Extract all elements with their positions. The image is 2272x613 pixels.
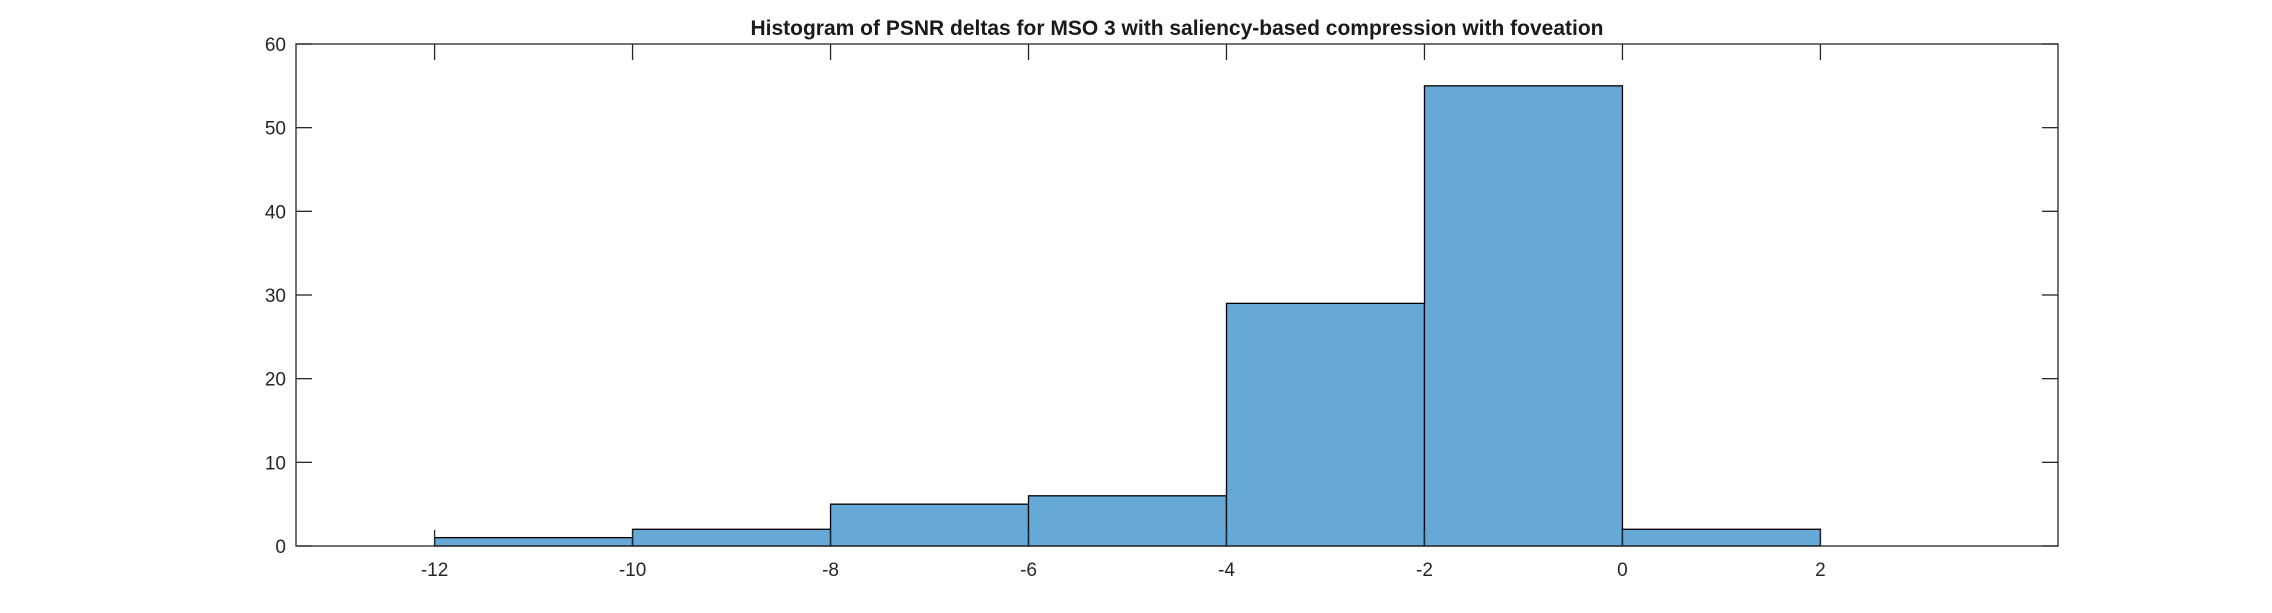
x-tick-label: -2 (1416, 560, 1433, 581)
x-tick-label: -4 (1218, 560, 1235, 581)
y-tick-label: 20 (265, 370, 286, 391)
y-tick-label: 30 (265, 286, 286, 307)
histogram-bar (1621, 528, 1822, 547)
axes-group (295, 43, 2059, 547)
x-tick-label: 0 (1617, 560, 1628, 581)
y-tick-label: 40 (265, 202, 286, 223)
histogram-bar (1225, 302, 1426, 547)
histogram-bar (1027, 495, 1228, 547)
x-tick-label: 2 (1815, 560, 1826, 581)
x-tick-label: -12 (421, 560, 448, 581)
y-tick-label: 60 (265, 35, 286, 56)
x-axis: -12 -10 -8 -6 -4 -2 0 2 (421, 44, 1826, 581)
histogram-bar (1423, 85, 1624, 547)
x-tick-label: -8 (822, 560, 839, 581)
x-tick-label: -6 (1020, 560, 1037, 581)
y-axis: 0 10 20 30 40 50 60 (265, 35, 2058, 558)
y-tick-label: 0 (275, 537, 286, 558)
histogram-bar (631, 528, 832, 547)
x-tick-label: -10 (619, 560, 646, 581)
plot-frame (295, 43, 2059, 547)
y-tick-label: 10 (265, 453, 286, 474)
y-tick-label: 50 (265, 119, 286, 140)
chart-title: Histogram of PSNR deltas for MSO 3 with … (750, 17, 1603, 40)
histogram-bar (829, 503, 1030, 547)
histogram-bar (433, 536, 634, 547)
bars-group (433, 85, 1822, 547)
